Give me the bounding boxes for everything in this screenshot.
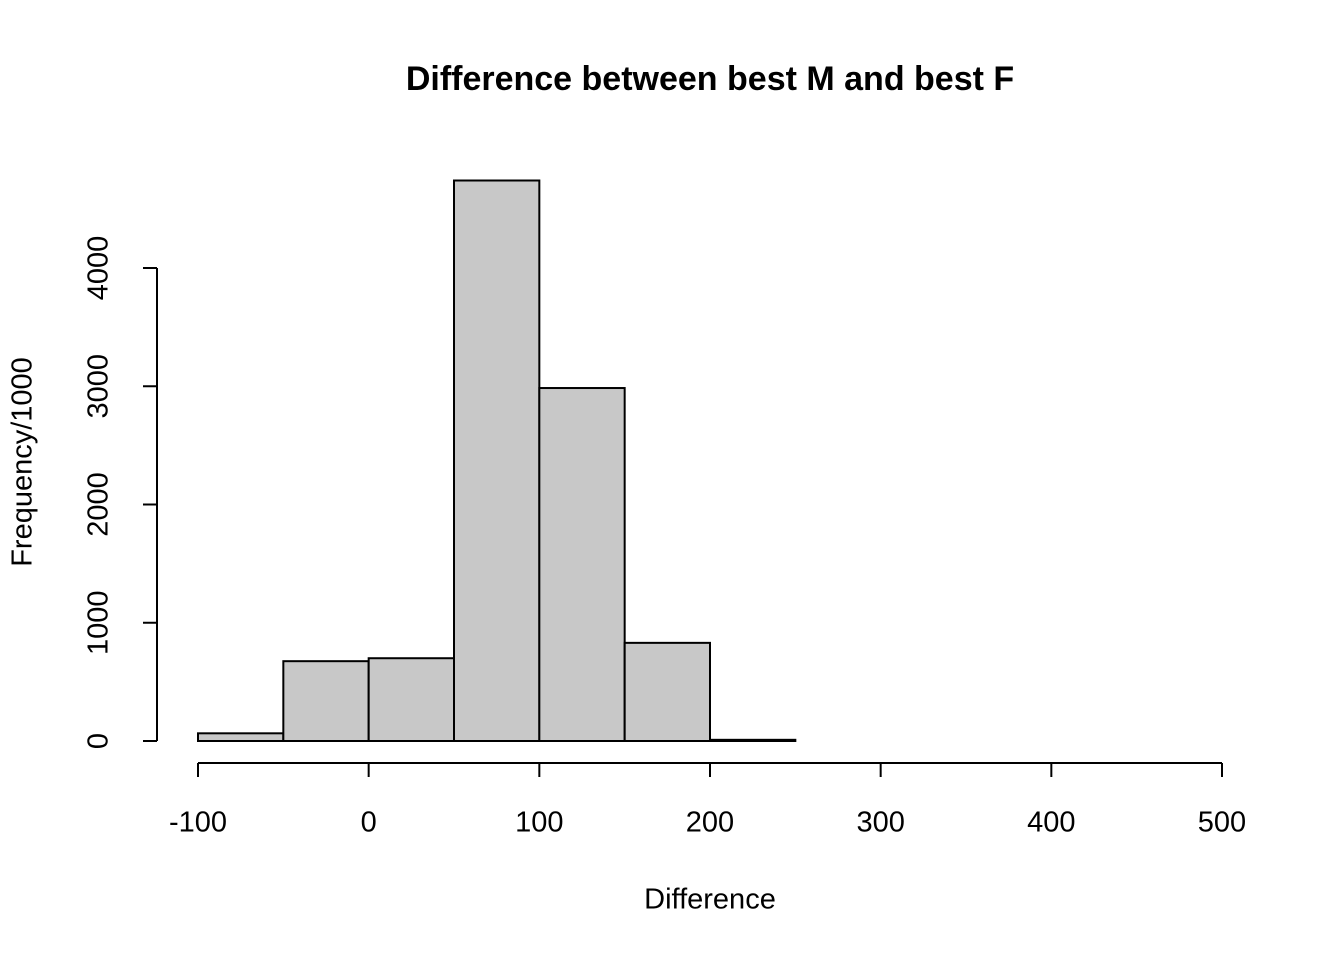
x-axis-label: Difference <box>644 884 776 916</box>
y-tick-label: 1000 <box>83 590 115 655</box>
x-tick-label: 0 <box>361 807 377 839</box>
y-tick-label: 4000 <box>83 236 115 301</box>
y-tick-label: 0 <box>83 733 115 749</box>
bar <box>282 660 370 742</box>
y-axis-label: Frequency/1000 <box>7 357 39 567</box>
bar <box>623 641 712 743</box>
x-tick-label: 500 <box>1198 807 1246 839</box>
bar <box>709 738 797 742</box>
y-tick-label: 2000 <box>83 472 115 537</box>
x-tick-label: 100 <box>515 807 563 839</box>
bar <box>367 657 455 742</box>
bar <box>453 179 541 742</box>
chart-title: Difference between best M and best F <box>406 60 1014 98</box>
x-tick-label: -100 <box>169 807 227 839</box>
y-tick-label: 3000 <box>83 354 115 419</box>
x-tick-label: 200 <box>686 807 734 839</box>
x-tick-label: 400 <box>1027 807 1075 839</box>
x-tick-label: 300 <box>856 807 904 839</box>
bar <box>538 387 626 742</box>
bar <box>197 732 285 743</box>
